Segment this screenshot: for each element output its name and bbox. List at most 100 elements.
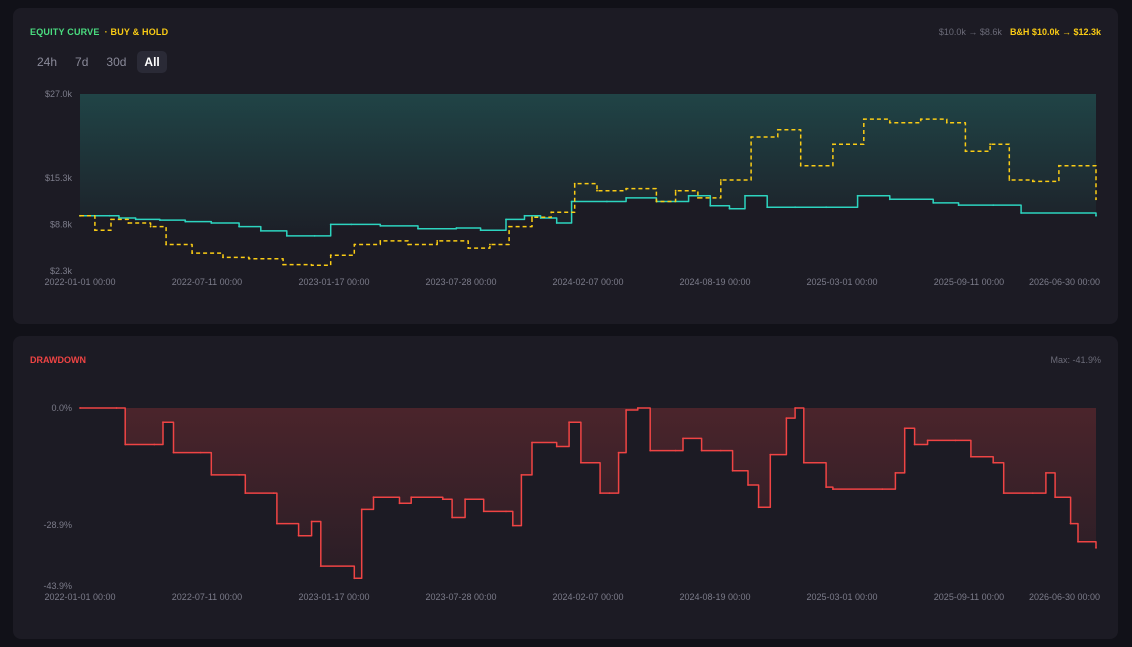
- data-point: [210, 222, 213, 224]
- data-point: [310, 264, 313, 267]
- data-point: [482, 510, 485, 513]
- strategy-summary: $10.0k → $8.6k: [938, 27, 1002, 37]
- equity-legend: EQUITY CURVE · BUY & HOLD: [30, 27, 168, 37]
- data-point: [1020, 212, 1022, 214]
- data-point: [479, 229, 482, 232]
- x-tick-label: 2026-06-30 00:00: [1029, 277, 1100, 287]
- y-tick-label: -43.9%: [43, 581, 72, 591]
- data-point: [1031, 492, 1034, 494]
- data-point: [451, 516, 453, 519]
- data-point: [360, 508, 363, 511]
- data-point: [957, 204, 960, 207]
- data-point: [1069, 522, 1072, 525]
- tab-7d[interactable]: 7d: [75, 55, 89, 69]
- data-point: [580, 461, 582, 464]
- y-tick-label: -28.9%: [43, 520, 72, 530]
- x-tick-label: 2025-09-11 00:00: [934, 277, 1004, 287]
- data-point: [222, 256, 224, 259]
- data-point: [769, 453, 772, 456]
- drawdown-line: [80, 195, 1097, 237]
- data-point: [489, 243, 491, 246]
- data-point: [728, 207, 731, 210]
- data-point: [709, 204, 712, 207]
- data-point: [531, 216, 533, 219]
- data-point: [825, 206, 827, 209]
- data-point: [894, 472, 897, 474]
- data-point: [799, 164, 802, 167]
- data-point: [1095, 198, 1097, 201]
- data-point: [913, 443, 916, 446]
- data-point: [700, 449, 703, 452]
- data-point: [1095, 214, 1097, 217]
- y-tick-label: $27.0k: [45, 89, 73, 99]
- drawdown-line: [80, 407, 1097, 580]
- x-tick-label: 2025-03-01 00:00: [806, 592, 877, 602]
- data-point: [520, 474, 523, 476]
- data-point: [329, 223, 332, 226]
- data-point: [210, 474, 213, 476]
- data-point: [441, 498, 444, 501]
- data-point: [655, 200, 658, 203]
- data-point: [785, 417, 788, 419]
- timeframe-tabs: 24h 7d 30d All: [30, 51, 167, 73]
- tab-30d[interactable]: 30d: [106, 55, 127, 69]
- data-point: [162, 421, 164, 424]
- drawdown-chart: 0.0% -28.9% -43.9%2022-01-01 00:00 2022-07-…: [43, 403, 1100, 602]
- data-point: [313, 235, 316, 237]
- y-tick-label: $2.3k: [50, 266, 73, 276]
- data-point: [636, 407, 639, 409]
- buy-hold-legend-label[interactable]: · BUY & HOLD: [104, 27, 169, 37]
- data-point: [1002, 492, 1005, 494]
- data-point: [794, 206, 796, 209]
- data-point: [719, 179, 722, 181]
- x-tick-label: 2022-01-01 00:00: [44, 592, 115, 602]
- buy-hold-line: [80, 118, 1097, 267]
- data-point: [272, 492, 275, 494]
- data-point: [862, 118, 865, 120]
- data-point: [436, 240, 439, 242]
- tab-24h[interactable]: 24h: [37, 55, 58, 69]
- drawdown-title: DRAWDOWN: [30, 355, 86, 365]
- data-point: [329, 254, 332, 257]
- data-point: [379, 225, 382, 227]
- data-point: [555, 445, 558, 448]
- data-point: [802, 461, 805, 464]
- data-point: [353, 243, 356, 246]
- data-point: [149, 225, 152, 228]
- data-point: [687, 194, 690, 197]
- data-point: [555, 222, 558, 224]
- series-area-fill: [80, 408, 1096, 579]
- data-point: [508, 225, 510, 228]
- data-point: [79, 214, 81, 217]
- data-point: [954, 439, 957, 442]
- x-tick-label: 2024-08-19 00:00: [679, 592, 750, 602]
- equity-summary: $10.0k → $8.6k B&H $10.0k → $12.3k: [939, 27, 1101, 37]
- data-point: [625, 187, 627, 190]
- data-point: [159, 219, 161, 222]
- data-point: [539, 217, 542, 219]
- data-point: [319, 565, 322, 567]
- series-area-fill: [80, 94, 1096, 236]
- x-tick-label: 2024-02-07 00:00: [552, 592, 623, 602]
- data-point: [697, 197, 699, 199]
- data-point: [1054, 496, 1056, 499]
- data-point: [794, 407, 796, 409]
- data-point: [108, 214, 111, 217]
- data-point: [903, 427, 906, 430]
- data-point: [744, 194, 746, 197]
- data-point: [285, 235, 288, 237]
- data-point: [110, 218, 112, 221]
- data-point: [124, 443, 127, 446]
- data-point: [674, 449, 677, 452]
- data-point: [199, 451, 202, 454]
- data-point: [888, 121, 891, 124]
- x-tick-label: 2022-07-11 00:00: [172, 277, 242, 287]
- tab-all[interactable]: All: [137, 51, 167, 73]
- x-tick-label: 2023-07-28 00:00: [425, 277, 496, 287]
- data-point: [919, 118, 922, 120]
- data-point: [350, 223, 353, 226]
- data-point: [776, 128, 779, 131]
- data-point: [531, 441, 533, 444]
- max-drawdown-label: Max: -41.9%: [1050, 355, 1101, 365]
- data-point: [964, 150, 967, 153]
